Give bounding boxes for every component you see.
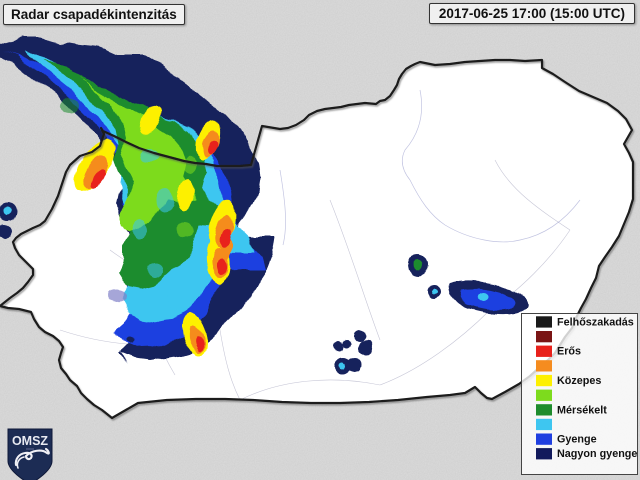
- svg-text:OMSZ: OMSZ: [12, 434, 48, 448]
